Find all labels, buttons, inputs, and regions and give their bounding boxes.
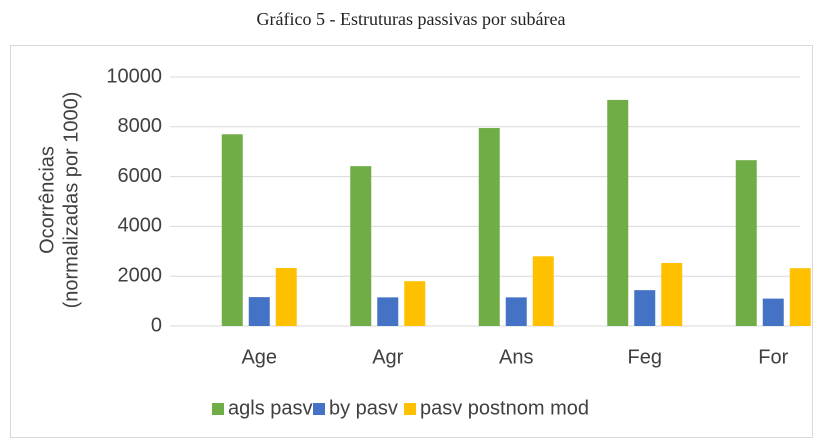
x-tick-label: Feg xyxy=(628,346,662,368)
x-tick-label: Agr xyxy=(372,346,403,368)
y-tick-label: 10000 xyxy=(106,65,162,87)
y-axis-title: Ocorrências (normalizadas por 1000) xyxy=(36,92,82,309)
y-tick-label: 4000 xyxy=(118,215,163,237)
y-axis-title-line: (normalizadas por 1000) xyxy=(60,92,82,309)
bar xyxy=(350,166,372,326)
bar xyxy=(661,263,683,326)
chart-frame xyxy=(10,45,813,438)
x-tick-label: Age xyxy=(241,346,277,368)
legend-label: agls pasv xyxy=(228,397,313,419)
x-tick-label: Ans xyxy=(499,346,533,368)
y-axis-title-line: Ocorrências xyxy=(36,146,58,254)
bar xyxy=(789,268,811,326)
bar xyxy=(762,298,784,326)
legend-swatch xyxy=(313,403,325,415)
y-tick-label: 0 xyxy=(151,314,162,336)
bar xyxy=(505,297,527,326)
bar xyxy=(377,297,399,326)
legend-swatch xyxy=(212,403,224,415)
bar xyxy=(634,290,656,326)
x-tick-label: For xyxy=(758,346,788,368)
bar xyxy=(607,99,629,327)
legend-label: pasv postnom mod xyxy=(420,397,589,419)
bar xyxy=(221,134,243,326)
legend-swatch xyxy=(404,403,416,415)
chart-title: Gráfico 5 - Estruturas passivas por subá… xyxy=(257,9,566,29)
bar xyxy=(532,256,554,326)
bar xyxy=(735,160,757,326)
bar xyxy=(404,281,426,326)
y-tick-label: 6000 xyxy=(118,165,163,187)
bar xyxy=(248,297,270,326)
legend-label: by pasv xyxy=(329,397,398,419)
y-tick-label: 2000 xyxy=(118,264,163,286)
bar xyxy=(478,128,500,326)
y-tick-label: 8000 xyxy=(118,115,163,137)
bar xyxy=(275,267,297,326)
